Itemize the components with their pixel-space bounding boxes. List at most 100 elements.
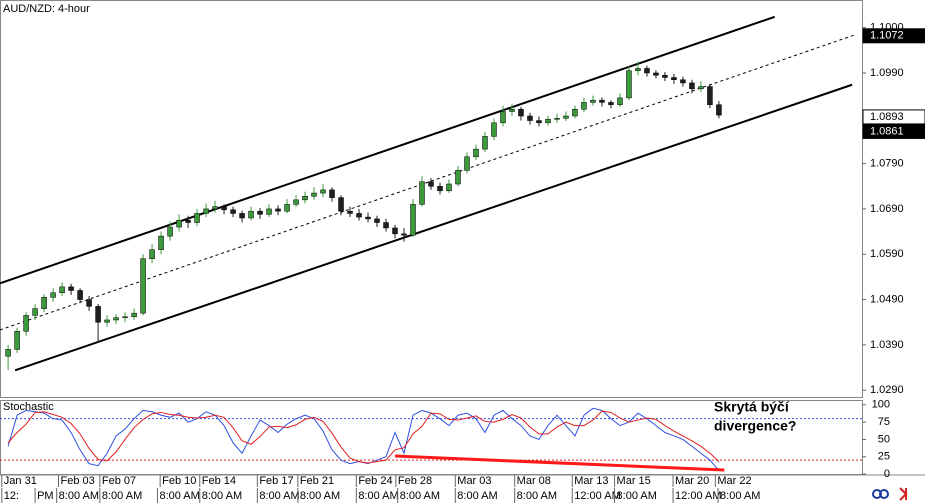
annotation: divergence? (714, 418, 796, 434)
candle-body (563, 115, 569, 119)
candle-body (32, 308, 38, 316)
candle-body (509, 108, 515, 112)
candle-body (635, 68, 641, 71)
price-marker-box (862, 28, 925, 44)
candle-body (320, 189, 326, 194)
stoch-line (7, 410, 720, 464)
candle-body (347, 210, 353, 214)
candle-body (608, 102, 614, 105)
stoch-tick-label: 0 (884, 468, 890, 480)
candle-body (266, 208, 272, 215)
candle-body (221, 206, 227, 211)
main-panel (0, 0, 863, 398)
candle-body (275, 208, 281, 212)
channel-line (14, 83, 853, 372)
x-tick-label: Feb 21 (300, 475, 334, 487)
candle-body (527, 115, 533, 121)
candle-body (77, 290, 83, 300)
x-tick-label: Feb 17 (259, 475, 293, 487)
x-tick-label: 8:00 AM (300, 490, 340, 502)
candle-body (590, 99, 596, 103)
candle-body (437, 186, 443, 192)
channel-line (0, 15, 776, 285)
x-tick-label: 8:00 AM (358, 490, 398, 502)
candle-body (185, 220, 191, 223)
y-tick-label: 1.0990 (870, 67, 904, 79)
candle-body (68, 286, 74, 291)
x-tick-label: 8:00 AM (59, 490, 99, 502)
candle-body (50, 292, 56, 298)
candle-body (473, 148, 479, 158)
candle-body (446, 183, 452, 192)
x-tick-label: 12:00 AM (675, 490, 721, 502)
x-tick-label: Mar 03 (457, 475, 491, 487)
x-tick-label: Mar 13 (574, 475, 608, 487)
candle-body (707, 86, 713, 105)
candle-body (383, 222, 389, 229)
x-tick-label: 8:00 AM (617, 490, 657, 502)
candle-body (311, 192, 317, 197)
candle-body (500, 111, 506, 124)
candle-body (617, 97, 623, 105)
candle-body (59, 286, 65, 294)
link-icon[interactable] (879, 489, 889, 499)
x-tick-label: Mar 15 (617, 475, 651, 487)
candle-body (662, 74, 668, 78)
candle-body (554, 118, 560, 120)
x-tick-label: Jan 31 (4, 475, 37, 487)
candle-body (86, 299, 92, 307)
price-marker-label: 1.0861 (870, 125, 904, 137)
candle-body (671, 77, 677, 81)
candle-body (41, 297, 47, 309)
stoch-tick-label: 75 (878, 416, 890, 428)
candle-body (680, 79, 686, 84)
candle-body (14, 331, 20, 350)
toolbar-icons[interactable] (872, 487, 908, 501)
divergence-line (394, 454, 725, 472)
x-tick-label: 8:00 AM (720, 490, 760, 502)
candle-body (95, 306, 101, 323)
stoch-tick-label: 100 (872, 399, 890, 411)
y-tick-label: 1.0290 (870, 384, 904, 396)
candle-body (536, 120, 542, 124)
candle-body (518, 108, 524, 117)
candle-body (545, 118, 551, 124)
stoch-tick-label: 25 (878, 451, 890, 463)
scroll-end-icon[interactable] (899, 487, 908, 501)
candle-body (653, 72, 659, 76)
candle-body (167, 226, 173, 237)
candle-body (131, 312, 137, 318)
candle-body (644, 68, 650, 74)
x-tick-label: Feb 14 (202, 475, 236, 487)
x-tick-label: Mar 20 (675, 475, 709, 487)
stochastic-title-bg (1, 401, 57, 413)
candle-body (338, 197, 344, 212)
x-tick-label: Mar 08 (517, 475, 551, 487)
candle-body (455, 170, 461, 185)
candle-body (284, 204, 290, 212)
y-tick-label: 1.0390 (870, 339, 904, 351)
candle-body (113, 317, 119, 321)
stoch-tick-label: 50 (878, 433, 890, 445)
candle-body (302, 195, 308, 201)
x-tick-label: Feb 03 (60, 475, 94, 487)
chart-title: AUD/NZD: 4-hour (3, 3, 90, 15)
x-tick-label: 8:00 AM (517, 490, 557, 502)
candle-body (716, 104, 722, 116)
candle-body (257, 210, 263, 215)
candle-body (419, 181, 425, 205)
x-tick-label: 8:00 AM (102, 490, 142, 502)
annotation: Skrytá býčí (714, 399, 790, 415)
x-tick-label: 8:00 AM (259, 490, 299, 502)
candle-body (104, 319, 110, 323)
candle-body (365, 216, 371, 220)
y-tick-label: 1.0490 (870, 293, 904, 305)
candle-body (482, 136, 488, 150)
candle-body (239, 213, 245, 219)
candle-body (689, 82, 695, 90)
stochastic-title: Stochastic (3, 401, 54, 413)
candle-body (158, 235, 164, 250)
candle-body (410, 204, 416, 236)
candle-body (356, 213, 362, 218)
